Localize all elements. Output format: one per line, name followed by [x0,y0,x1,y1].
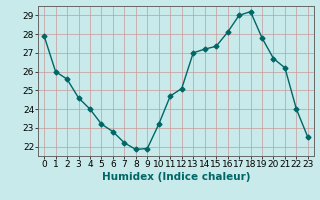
X-axis label: Humidex (Indice chaleur): Humidex (Indice chaleur) [102,172,250,182]
